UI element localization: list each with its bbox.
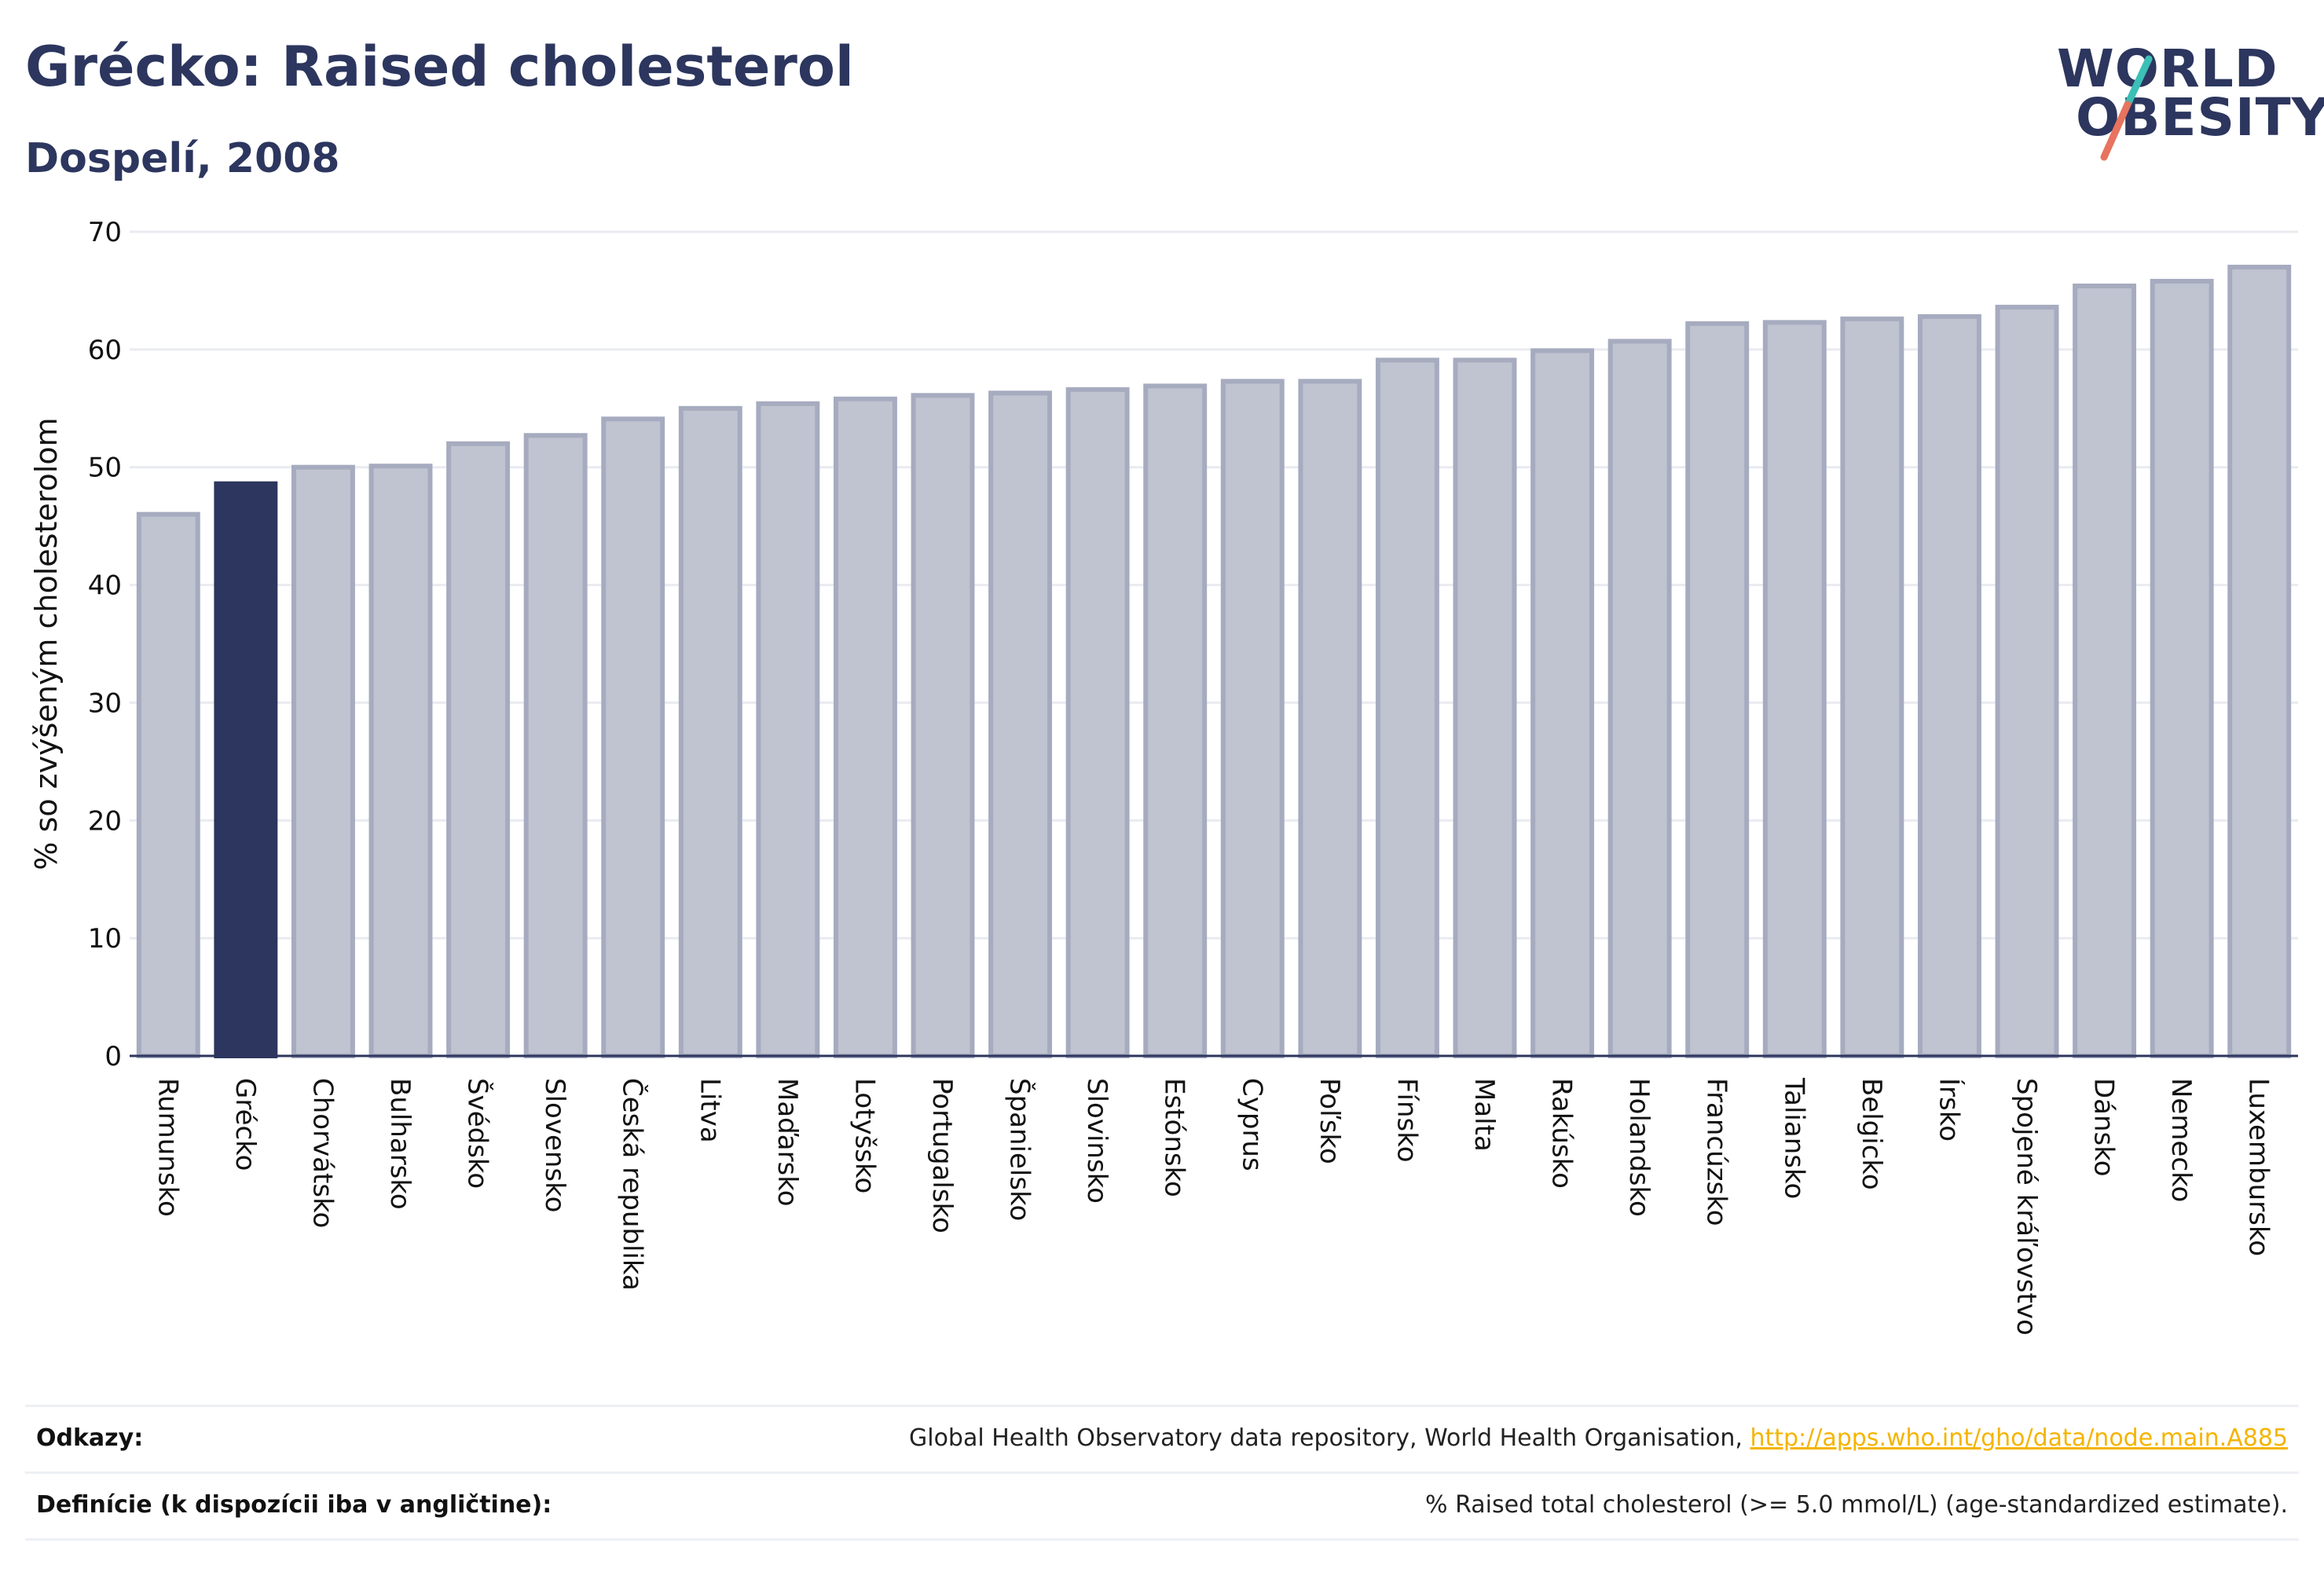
x-tick-label: Slovensko [539,1078,570,1212]
bar-Bulharsko[interactable] [368,464,433,1058]
bar-Maďarsko[interactable] [756,401,820,1058]
x-tick-label: Maďarsko [772,1078,803,1207]
x-tick-label: Estónsko [1159,1078,1190,1197]
x-tick-label: Taliansko [1778,1077,1809,1199]
bar-Grécko[interactable] [214,481,278,1058]
bar-Cyprus[interactable] [1220,379,1285,1059]
x-tick-label: Slovinsko [1081,1078,1113,1204]
y-tick-label: 0 [104,1041,122,1072]
x-tick-label: Cyprus [1236,1078,1267,1171]
y-tick-label: 40 [88,570,122,602]
x-tick-label: Dánsko [2088,1078,2120,1177]
world-obesity-logo[interactable]: WORLD OBESITY [2043,35,2324,173]
definitions-row: Definície (k dispozícii iba v angličtine… [25,1472,2299,1541]
y-tick-label: 30 [88,687,122,719]
x-tick-label: Rakúsko [1546,1078,1578,1189]
x-axis-ticks: Rumunsko Grécko Chorvátsko Bulharsko Švédsko… [152,1077,2274,1336]
references-label: Odkazy: [36,1424,144,1452]
y-tick-label: 50 [88,453,122,484]
bar-Slovensko[interactable] [523,433,588,1058]
x-tick-label: Francúzsko [1701,1078,1732,1226]
y-tick-label: 20 [88,805,122,837]
definitions-label: Definície (k dispozícii iba v angličtine… [36,1491,552,1519]
bar-Írsko[interactable] [1917,313,1981,1058]
x-tick-label: Česká republika [617,1078,649,1291]
bar-Nemecko[interactable] [2150,278,2214,1058]
bar-Litva[interactable] [678,405,742,1058]
bar-Rumunsko[interactable] [136,511,200,1058]
bar-Estónsko[interactable] [1143,383,1208,1058]
footer-table: Odkazy: Global Health Observatory data r… [25,1405,2299,1541]
bar-Slovinsko[interactable] [1065,387,1130,1058]
y-axis-ticks: 0 10 20 30 40 50 60 70 [88,217,122,1072]
x-tick-label: Švédsko [462,1078,494,1189]
bar-Poľsko[interactable] [1298,379,1362,1059]
y-tick-label: 60 [88,335,122,366]
chart-subtitle: Dospelí, 2008 [25,135,340,182]
x-tick-label: Fínsko [1391,1078,1422,1163]
x-tick-label: Luxembursko [2243,1078,2275,1256]
x-tick-label: Španielsko [1004,1078,1036,1221]
x-tick-label: Poľsko [1314,1078,1345,1164]
bar-Lotyšsko[interactable] [833,396,897,1059]
bar-Česká republika[interactable] [601,416,665,1058]
y-axis-label: % so zvýšeným cholesterolom [29,417,64,870]
x-tick-label: Malta [1468,1078,1500,1152]
x-tick-label: Holandsko [1623,1078,1655,1217]
x-tick-label: Bulharsko [384,1078,416,1210]
references-row: Odkazy: Global Health Observatory data r… [25,1405,2299,1472]
x-tick-label: Grécko [229,1078,261,1171]
y-tick-label: 10 [88,923,122,955]
logo-word-world: WORLD [2057,38,2278,99]
definitions-text: % Raised total cholesterol (>= 5.0 mmol/… [1425,1491,2288,1519]
bar-Malta[interactable] [1453,357,1517,1058]
bar-Spojené kráľovstvo[interactable] [1995,304,2059,1058]
bar-Chorvátsko[interactable] [291,464,355,1058]
bar-Portugalsko[interactable] [911,393,975,1058]
references-link[interactable]: http://apps.who.int/gho/data/node.main.A… [1750,1424,2288,1452]
bar-Švédsko[interactable] [446,441,511,1058]
bar-Dánsko[interactable] [2073,283,2137,1059]
x-tick-label: Lotyšsko [849,1078,880,1193]
y-tick-label: 70 [88,217,122,248]
x-tick-label: Belgicko [1856,1078,1887,1190]
bar-Luxembursko[interactable] [2227,264,2292,1058]
x-tick-label: Portugalsko [926,1078,958,1233]
x-tick-label: Nemecko [2165,1078,2197,1202]
bar-chart: 0 10 20 30 40 50 60 70 Rumunsko Grécko Chorvátsko… [29,217,2298,1336]
x-tick-label: Litva [694,1078,725,1143]
bar-Belgicko[interactable] [1840,316,1904,1058]
x-tick-label: Írsko [1933,1078,1965,1142]
x-tick-label: Spojené kráľovstvo [2011,1078,2042,1336]
bar-Fínsko[interactable] [1375,357,1439,1058]
bar-Španielsko[interactable] [988,390,1053,1059]
references-text: Global Health Observatory data repositor… [909,1424,1743,1452]
x-tick-label: Chorvátsko [306,1078,338,1228]
logo-slash-icon [2100,55,2153,161]
references-value: Global Health Observatory data repositor… [909,1424,2288,1452]
bar-Holandsko[interactable] [1607,339,1672,1059]
x-tick-label: Rumunsko [152,1078,183,1217]
chart-title: Grécko: Raised cholesterol [25,35,854,99]
bar-Francúzsko[interactable] [1685,321,1750,1059]
bar-Rakúsko[interactable] [1530,348,1595,1058]
bar-Taliansko[interactable] [1762,320,1827,1058]
